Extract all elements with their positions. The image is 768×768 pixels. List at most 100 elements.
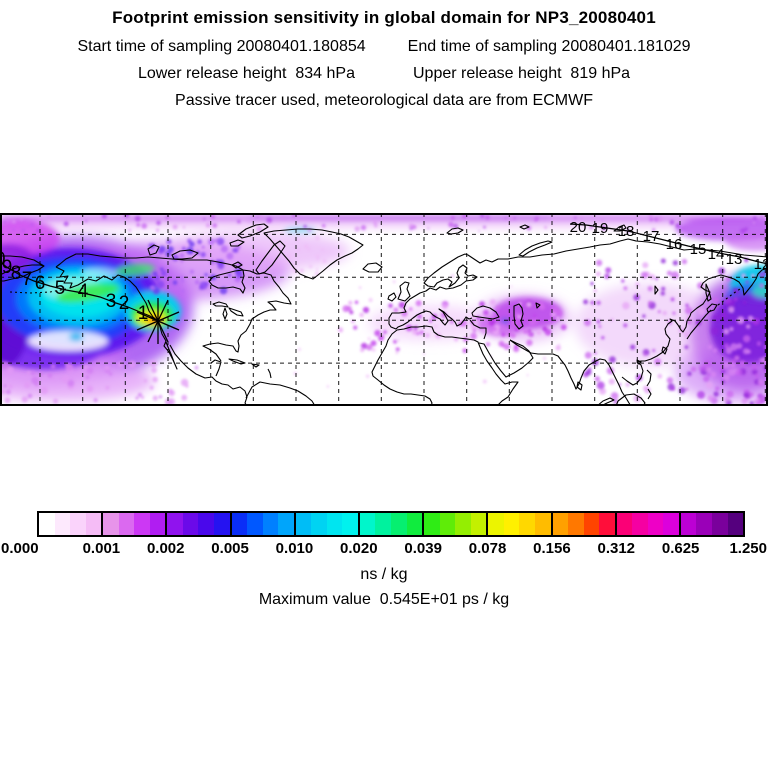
speckle-dot <box>300 268 304 273</box>
speckle-dot <box>321 248 324 252</box>
speckle-dot <box>47 372 53 378</box>
speckle-dot <box>316 257 320 261</box>
speckle-dot <box>669 219 675 225</box>
speckle-dot <box>307 247 311 251</box>
speckle-dot <box>86 367 94 374</box>
colorbar-segment <box>167 513 232 535</box>
speckle-dot <box>151 367 157 374</box>
upper-release-height-label: Upper release height 819 hPa <box>413 65 631 82</box>
trajectory-hour-label: 3 <box>106 291 117 312</box>
colorbar-cell <box>470 513 487 535</box>
speckle-dot <box>266 217 273 223</box>
speckle-dot <box>595 259 603 267</box>
speckle-dot <box>741 397 749 405</box>
speckle-dot <box>8 384 13 389</box>
speckle-dot <box>93 398 98 403</box>
speckle-dot <box>758 271 766 279</box>
speckle-dot <box>3 384 7 388</box>
speckle-dot <box>448 221 454 227</box>
speckle-dot <box>515 312 519 316</box>
colorbar-cell <box>583 513 600 535</box>
speckle-dot <box>573 216 577 220</box>
speckle-dot <box>526 302 532 307</box>
speckle-dot <box>485 215 490 220</box>
speckle-dot <box>657 373 663 379</box>
speckle-dot <box>105 385 110 390</box>
speckle-dot <box>542 356 547 361</box>
speckle-dot <box>156 280 165 289</box>
speckle-dot <box>353 325 358 330</box>
end-time-label: End time of sampling 20080401.181029 <box>407 38 691 55</box>
colorbar-tick: 0.000 <box>1 540 39 557</box>
speckle-dot <box>703 360 712 368</box>
speckle-dot <box>20 228 26 234</box>
speckle-dot <box>516 314 522 320</box>
speckle-dot <box>398 301 406 309</box>
speckle-dot <box>370 340 377 347</box>
speckle-dot <box>734 368 743 377</box>
speckle-dot <box>84 219 88 223</box>
speckle-dot <box>207 238 215 246</box>
speckle-dot <box>194 365 199 370</box>
speckle-dot <box>140 395 145 399</box>
speckle-dot <box>303 244 309 249</box>
speckle-dot <box>316 268 319 271</box>
speckle-dot <box>26 370 31 375</box>
speckle-dot <box>158 395 163 399</box>
speckle-dot <box>590 281 594 286</box>
colorbar-cell <box>214 513 230 535</box>
speckle-dot <box>660 258 666 264</box>
colorbar-tick: 0.312 <box>597 540 636 557</box>
speckle-dot <box>309 265 313 268</box>
speckle-dot <box>108 372 113 376</box>
speckle-dot <box>670 297 675 302</box>
colorbar-cell <box>534 513 551 535</box>
speckle-dot <box>326 385 330 388</box>
colorbar-cell <box>711 513 728 535</box>
colorbar-cell <box>262 513 279 535</box>
speckle-dot <box>726 390 734 398</box>
speckle-dot <box>684 345 689 349</box>
colorbar-cell <box>406 513 423 535</box>
speckle-dot <box>368 297 373 303</box>
speckle-dot <box>731 299 736 304</box>
speckle-dot <box>752 317 760 325</box>
speckle-dot <box>743 300 747 305</box>
speckle-dot <box>526 339 533 346</box>
colorbar-tick-labels: 0.000 0.001 0.002 0.005 0.010 0.020 0.039 0.078… <box>0 540 768 558</box>
speckle-dot <box>135 396 139 400</box>
gridlines <box>0 213 768 406</box>
speckle-dot <box>128 360 136 369</box>
speckle-dot <box>67 379 75 387</box>
colorbar-segment <box>424 513 489 535</box>
speckle-dot <box>137 392 142 397</box>
speckle-dot <box>462 336 469 343</box>
speckle-dot <box>29 222 35 228</box>
speckle-dot <box>36 229 40 233</box>
speckle-dot <box>675 223 681 229</box>
speckle-dot <box>648 213 654 219</box>
trajectory-hour-label: 12 <box>754 256 768 273</box>
colorbar-cell <box>439 513 456 535</box>
speckle-dot <box>374 224 378 228</box>
speckle-dot <box>496 305 500 310</box>
speckle-dot <box>642 262 649 269</box>
speckle-dot <box>551 306 559 314</box>
speckle-dot <box>712 314 720 322</box>
speckle-dot <box>725 347 733 355</box>
speckle-dot <box>153 275 160 282</box>
speckle-dot <box>427 227 430 230</box>
colorbar-cell <box>552 513 569 535</box>
speckle-dot <box>698 365 706 372</box>
speckle-dot <box>557 343 561 346</box>
speckle-dot <box>182 226 186 229</box>
speckle-dot <box>718 267 726 275</box>
trajectory-hour-labels: 12345678910201918171615141312 <box>0 219 768 324</box>
trajectory-hour-label: 2 <box>119 293 130 314</box>
speckle-dot <box>695 319 702 326</box>
colorbar-cell <box>326 513 343 535</box>
speckle-dot <box>711 327 719 335</box>
speckle-dot <box>489 299 496 306</box>
speckle-dot <box>504 217 507 220</box>
speckle-dot <box>30 370 35 376</box>
